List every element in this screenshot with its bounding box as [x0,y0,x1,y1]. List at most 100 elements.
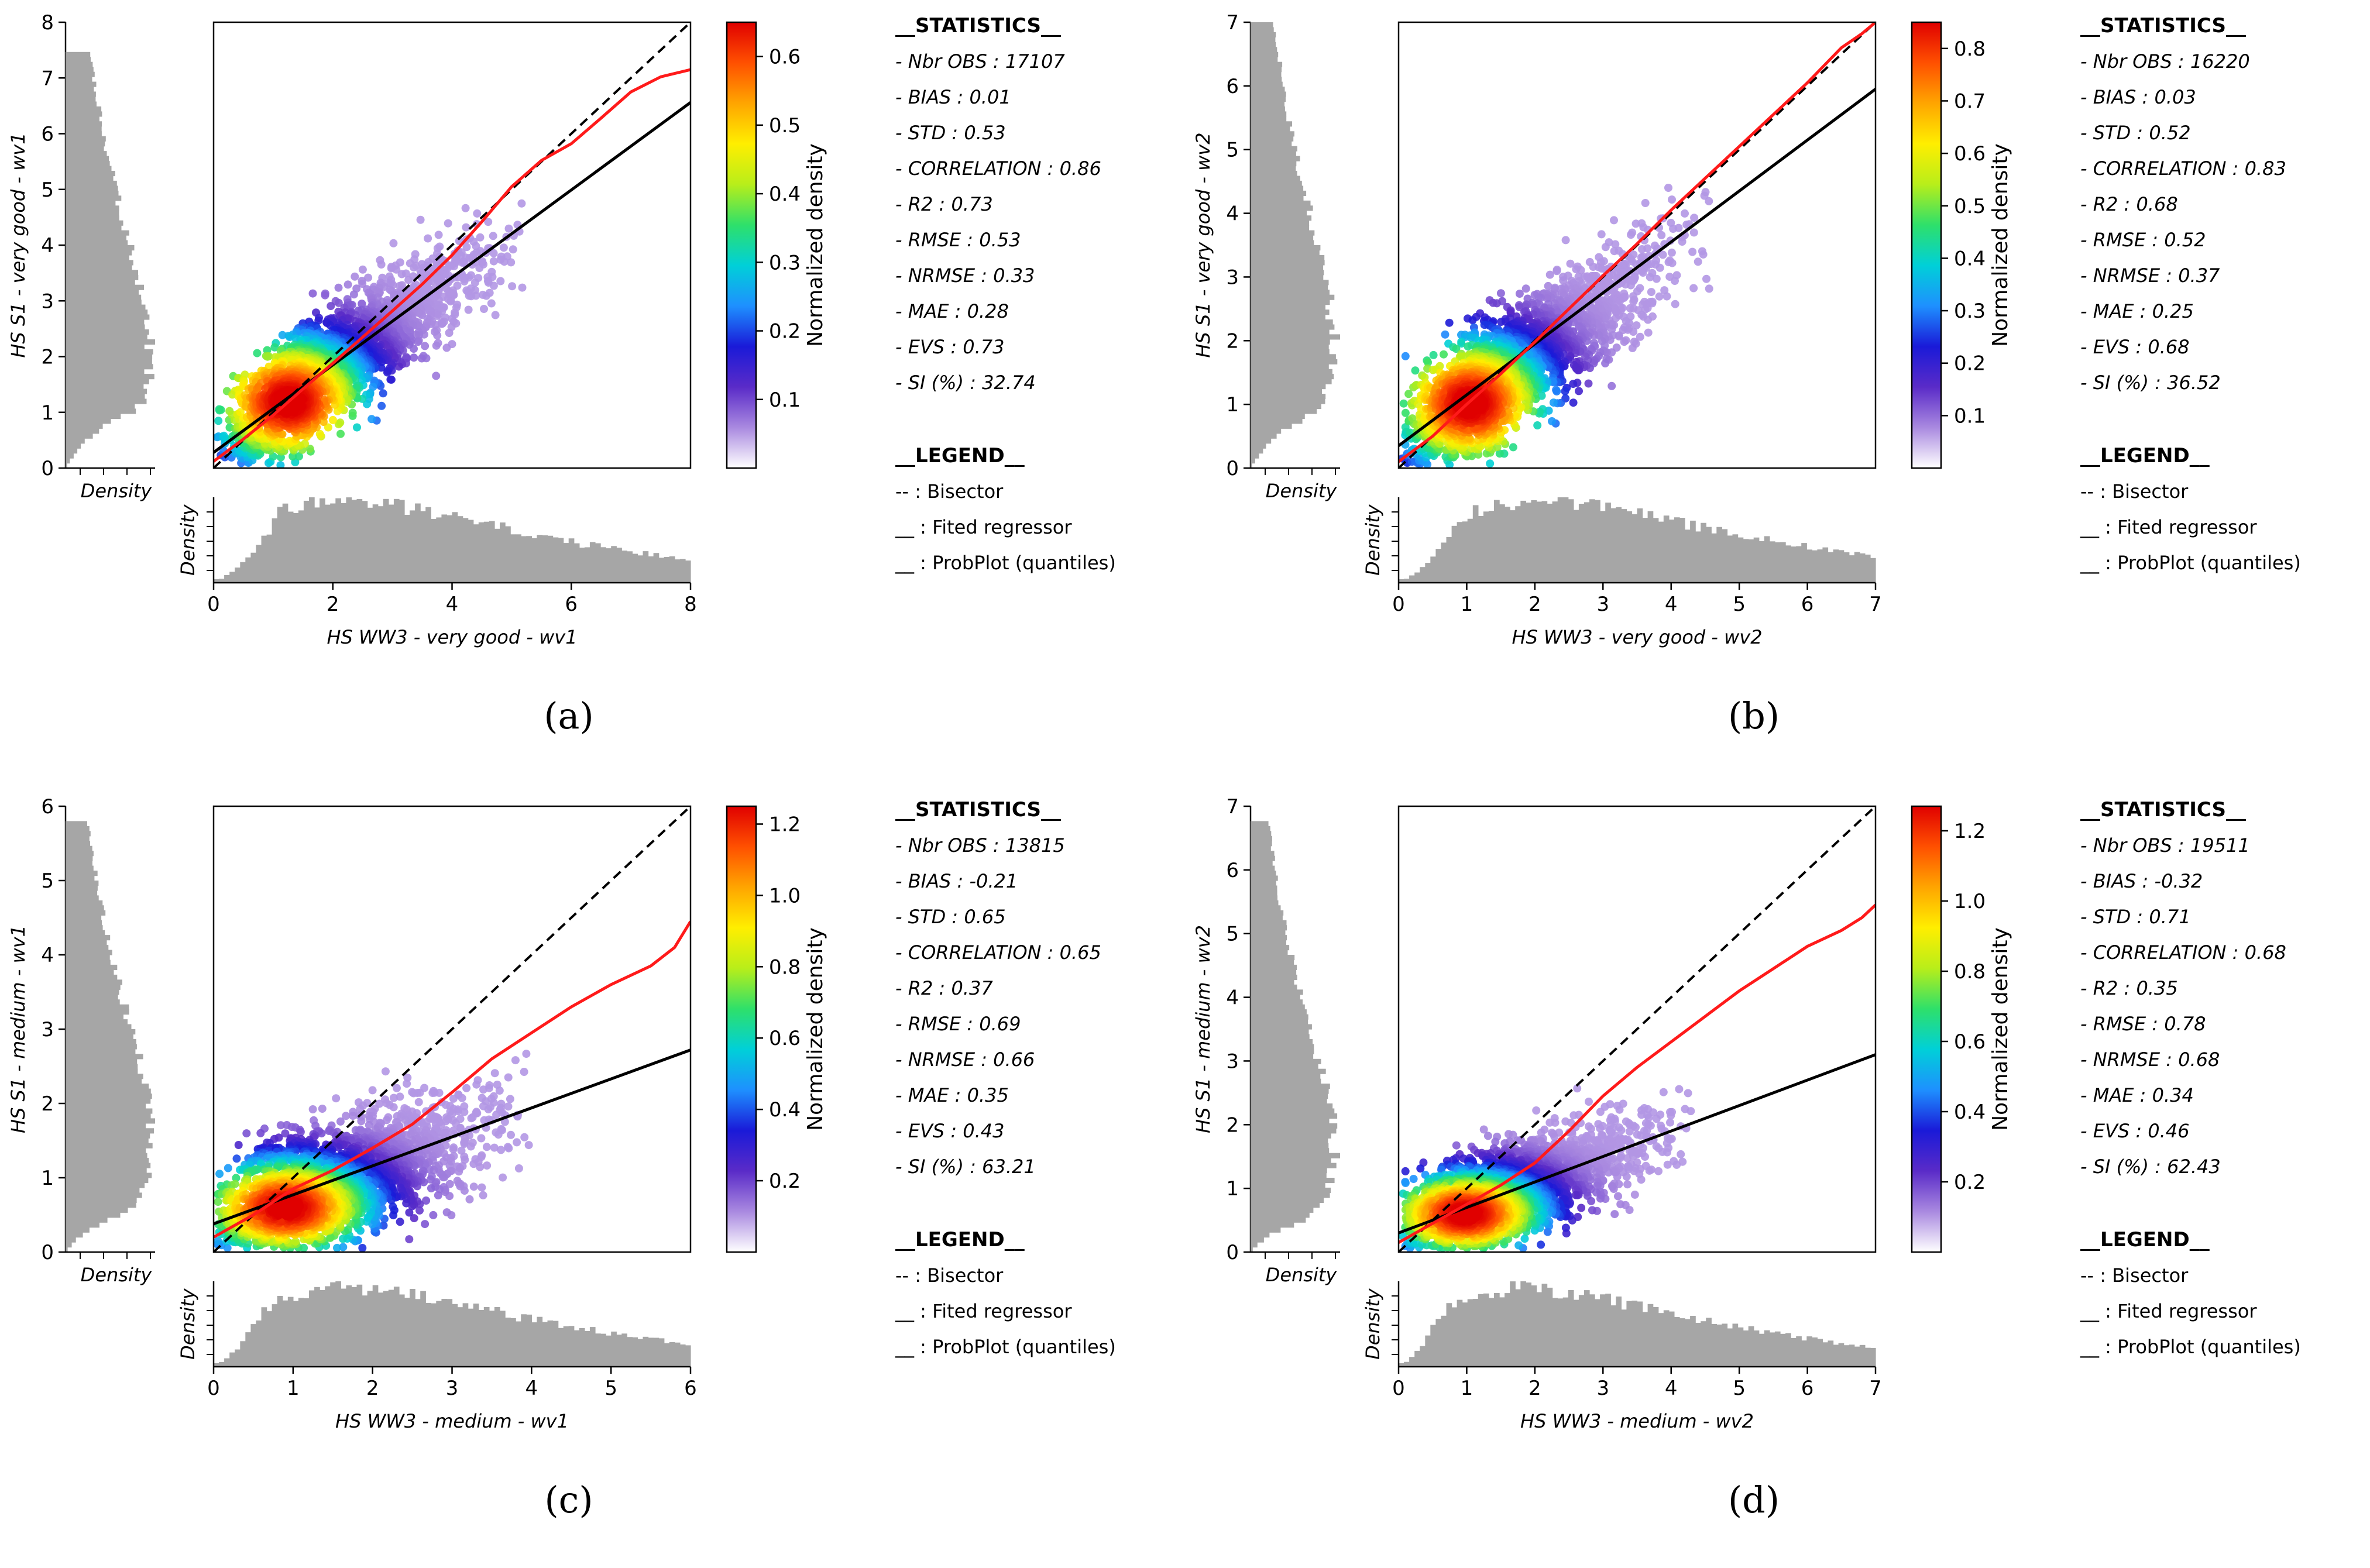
hist-bar [66,324,145,330]
legend-item: __ : Fited regressor [895,516,1072,538]
hist-bar [627,551,633,583]
density-point [404,276,413,284]
density-point [276,461,285,468]
hist-bar [66,374,154,380]
density-point [1655,292,1664,301]
hist-bar [66,300,142,305]
density-point [1401,352,1410,360]
density-point [1569,398,1578,407]
hist-bar [611,546,617,583]
density-point [487,299,496,308]
hist-bar [584,547,590,583]
hist-bar [66,270,138,276]
hist-bar [500,522,506,583]
density-point [1639,223,1648,232]
hist-bar [653,553,660,583]
hist-bar [643,551,649,583]
regressor-line [214,101,691,454]
density-point [1644,328,1653,337]
density-point [1489,298,1497,307]
density-point [389,239,398,247]
density-point [386,375,395,384]
hist-bar [66,319,145,325]
hist-bar [483,521,490,583]
hist-bar [362,501,368,583]
hist-bar [521,536,527,583]
density-point [414,338,423,346]
density-cloud [214,199,527,468]
hist-bar [415,503,421,583]
hist-bar [66,280,135,286]
density-point [1689,284,1698,293]
density-point [1452,345,1461,353]
y-tick-label: 6 [41,123,54,146]
density-point [1694,257,1702,266]
hist-bar [214,579,219,583]
hist-bar [436,517,442,583]
density-point [507,258,516,267]
density-point [1521,284,1530,293]
hist-bar [573,543,580,583]
hist-bar [66,294,142,300]
density-point [305,445,314,453]
hist-bar [669,556,675,583]
density-point [270,343,279,352]
density-point [1569,380,1578,388]
hist-bar [66,388,147,394]
hist-bar [616,548,622,583]
density-point [445,329,454,337]
density-point [295,452,303,460]
hist-bar [66,428,99,434]
hist-bar [235,568,241,583]
hist-bar [468,520,474,583]
hist-bar [66,81,97,87]
hist-bar [431,519,437,583]
x-tick-label: 4 [446,593,459,616]
hist-bar [446,515,453,583]
density-point [484,278,493,287]
density-point [1636,332,1644,341]
density-point [1668,195,1676,204]
hist-bar [66,260,133,266]
density-point [465,291,473,300]
density-point [1702,274,1710,283]
density-point [1468,316,1477,325]
density-point [383,368,391,377]
density-point [1637,245,1646,253]
density-point [1705,284,1713,293]
density-point [1667,248,1676,257]
density-point [1663,292,1671,301]
density-point [301,439,309,448]
density-point [1445,318,1454,327]
probplot-line [214,68,691,463]
hist-bar [563,543,569,583]
hist-bar [66,171,115,177]
hist-bar [320,498,325,583]
hist-bar [664,556,670,583]
hist-bar [66,403,135,409]
hist-bar [505,526,511,583]
hist-bar [346,497,352,583]
density-point [518,283,527,292]
density-point [1401,408,1410,417]
density-point [1548,417,1556,425]
hist-bar [66,290,139,295]
density-point [444,219,452,228]
density-point [1641,199,1650,207]
density-point [1682,221,1691,229]
hist-bar [66,458,70,464]
hist-bar [66,91,96,97]
hist-bar [66,329,149,335]
density-point [1647,288,1655,297]
y-tick-label: 3 [41,290,54,313]
density-point [489,257,498,266]
hist-bar [298,510,304,583]
density-point [1464,342,1472,351]
density-point [1486,459,1495,468]
density-point [432,372,441,380]
density-point [1544,281,1552,290]
hist-bar [66,205,119,211]
y-tick-label: 2 [41,346,54,369]
hist-bar [341,503,346,583]
density-point [479,290,487,299]
